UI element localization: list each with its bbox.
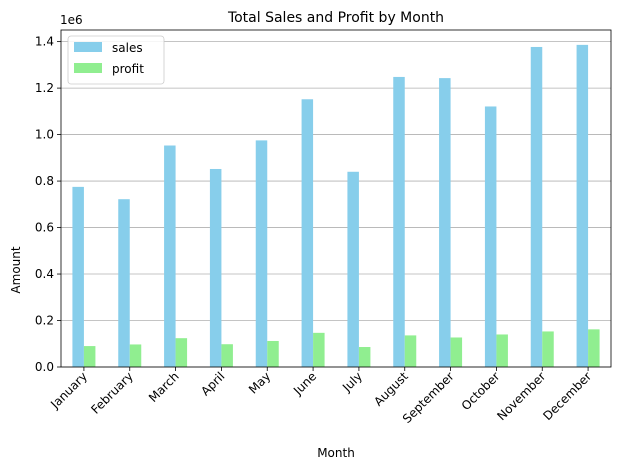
x-axis-label: Month <box>317 446 355 460</box>
bar-sales-march <box>164 146 176 367</box>
bar-profit-july <box>359 347 371 367</box>
bar-sales-july <box>347 172 359 367</box>
bar-profit-april <box>221 344 233 367</box>
x-tick-label: November <box>494 369 548 423</box>
bar-profit-december <box>588 329 600 367</box>
x-tick-label: February <box>88 369 136 417</box>
bar-sales-february <box>118 199 130 367</box>
bar-profit-february <box>130 344 142 367</box>
y-tick-label: 1.0 <box>35 128 54 142</box>
bar-profit-march <box>176 338 188 367</box>
y-tick-label: 1.4 <box>35 35 54 49</box>
x-tick-label: January <box>47 369 90 412</box>
bar-sales-june <box>302 99 314 367</box>
x-tick-label: May <box>246 369 273 396</box>
x-tick-label: April <box>198 369 227 398</box>
legend-label-sales: sales <box>112 41 143 55</box>
bar-sales-december <box>577 45 589 367</box>
x-tick-label: March <box>146 369 182 405</box>
y-axis-label: Amount <box>9 246 23 293</box>
x-tick-label: June <box>290 369 319 398</box>
x-tick-label: December <box>540 369 594 423</box>
bar-profit-may <box>267 341 279 367</box>
x-tick-label: October <box>459 369 503 413</box>
bar-profit-january <box>84 346 96 367</box>
legend-swatch-sales <box>74 42 102 52</box>
legend-swatch-profit <box>74 63 102 73</box>
bar-sales-september <box>439 78 451 367</box>
bar-profit-october <box>496 334 508 367</box>
y-tick-label: 0.6 <box>35 221 54 235</box>
x-tick-label: July <box>339 369 365 395</box>
bar-profit-august <box>405 335 417 367</box>
bar-sales-november <box>531 47 543 367</box>
y-tick-label: 0.0 <box>35 360 54 374</box>
y-tick-label: 1.2 <box>35 81 54 95</box>
bar-sales-may <box>256 140 268 367</box>
y-multiplier-label: 1e6 <box>60 13 83 27</box>
x-tick-label: August <box>371 369 411 409</box>
y-tick-label: 0.8 <box>35 174 54 188</box>
bar-profit-september <box>451 337 463 367</box>
bar-sales-january <box>72 187 84 367</box>
legend-label-profit: profit <box>112 62 144 76</box>
bars-group <box>72 45 599 367</box>
y-axis-ticks: 0.0 0.2 0.4 0.6 0.8 1.0 1.2 1.4 <box>35 35 61 374</box>
chart-title: Total Sales and Profit by Month <box>227 10 444 26</box>
legend: sales profit <box>68 36 164 84</box>
bar-sales-april <box>210 169 222 367</box>
bar-profit-november <box>542 331 554 367</box>
gridlines <box>61 42 611 367</box>
bar-sales-august <box>393 77 405 367</box>
y-tick-label: 0.2 <box>35 314 54 328</box>
bar-profit-june <box>313 333 325 367</box>
y-tick-label: 0.4 <box>35 267 54 281</box>
bar-sales-october <box>485 106 497 367</box>
